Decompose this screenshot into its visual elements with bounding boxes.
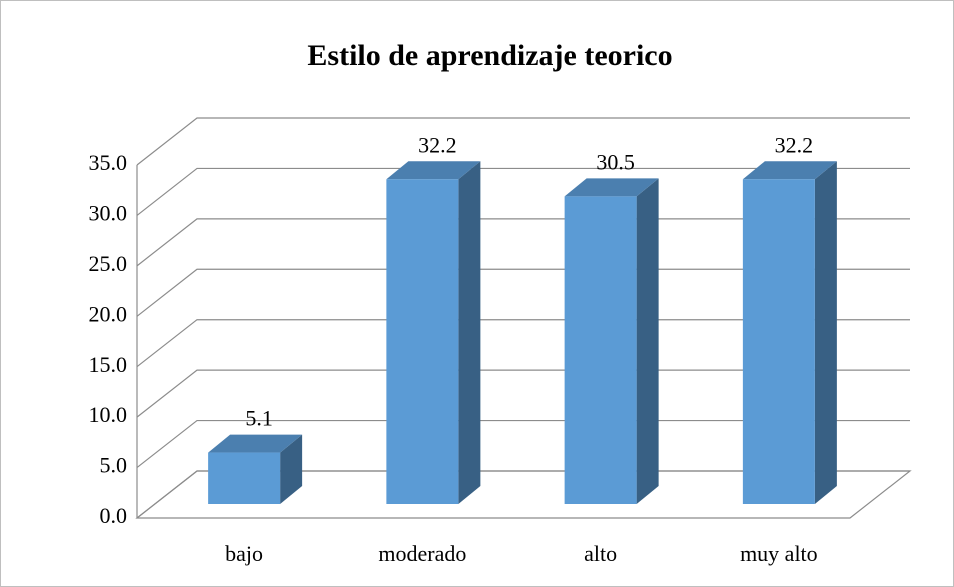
y-tick-label: 25.0 xyxy=(89,251,128,276)
y-tick-label: 0.0 xyxy=(100,503,128,528)
bar-top xyxy=(564,178,659,197)
x-tick-label: alto xyxy=(584,541,617,566)
bar-side xyxy=(458,161,481,505)
value-label: 5.1 xyxy=(245,406,273,431)
x-tick-label: bajo xyxy=(225,541,263,566)
y-tick-label: 10.0 xyxy=(89,402,128,427)
grid-line xyxy=(136,319,910,368)
value-label: 32.2 xyxy=(418,132,457,157)
bar xyxy=(742,179,815,505)
y-tick-label: 15.0 xyxy=(89,352,128,377)
bar xyxy=(208,452,281,504)
grid-line xyxy=(136,470,910,519)
bar xyxy=(564,196,637,504)
bar-side xyxy=(636,178,659,504)
y-tick-label: 5.0 xyxy=(100,453,128,478)
bar-top xyxy=(742,161,837,180)
bar-top xyxy=(386,161,481,180)
y-tick-label: 20.0 xyxy=(89,301,128,326)
bar-side xyxy=(280,434,303,504)
y-tick-label: 30.0 xyxy=(89,200,128,225)
bar-top xyxy=(208,434,303,453)
grid-line xyxy=(136,218,910,267)
grid-line xyxy=(136,419,910,469)
y-tick-label: 35.0 xyxy=(89,150,128,175)
bar xyxy=(386,179,459,505)
x-tick-label: moderado xyxy=(378,541,466,566)
grid-line xyxy=(136,117,910,166)
grid-line xyxy=(136,268,910,317)
grid-line xyxy=(136,167,910,216)
bar-side xyxy=(814,161,837,505)
value-label: 30.5 xyxy=(596,149,635,174)
chart-title: Estilo de aprendizaje teorico xyxy=(307,39,672,72)
value-label: 32.2 xyxy=(775,132,814,157)
x-tick-label: muy alto xyxy=(740,541,818,566)
grid-line xyxy=(136,369,910,418)
